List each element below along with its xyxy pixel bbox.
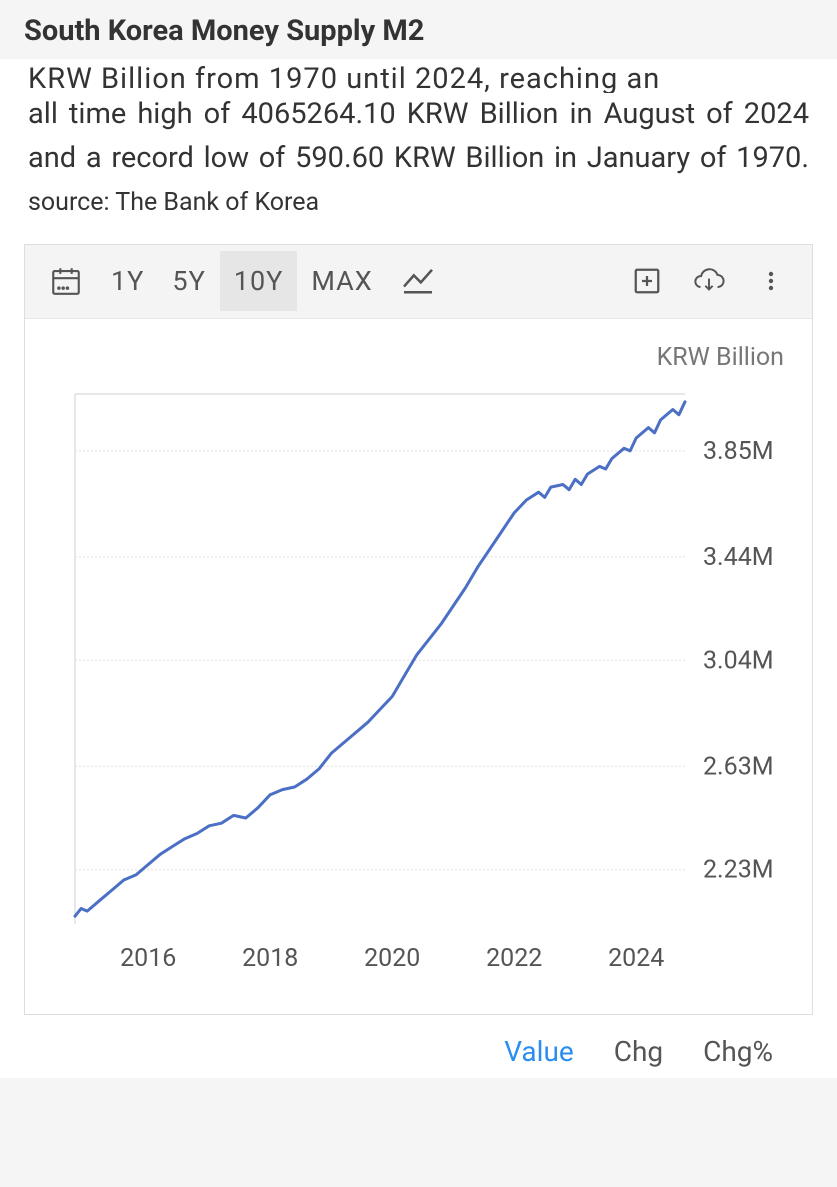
cloud-download-icon [692, 264, 726, 298]
page-title: South Korea Money Supply M2 [24, 14, 813, 48]
chart-section: 1Y 5Y 10Y MAX [0, 244, 837, 1078]
tab-chg[interactable]: Chg [614, 1035, 663, 1068]
chart-svg[interactable]: 2.23M 2.63M 3.04M 3.44M 3.85M 2016 2018 2020 202… [45, 384, 793, 994]
description-partial: KRW Billion from 1970 until 2024, reachi… [28, 59, 809, 93]
description-block: KRW Billion from 1970 until 2024, reachi… [0, 59, 837, 244]
range-5y-button[interactable]: 5Y [158, 251, 219, 311]
svg-text:2018: 2018 [242, 944, 298, 973]
bottom-tabs: Value Chg Chg% [24, 1015, 813, 1078]
range-max-button[interactable]: MAX [297, 251, 386, 311]
svg-text:2.63M: 2.63M [703, 752, 774, 781]
range-1y-button[interactable]: 1Y [97, 251, 158, 311]
svg-text:3.85M: 3.85M [703, 436, 774, 465]
tab-chg-pct[interactable]: Chg% [703, 1035, 773, 1068]
download-button[interactable] [678, 251, 740, 311]
svg-text:2.23M: 2.23M [703, 855, 774, 884]
date-picker-button[interactable] [35, 251, 97, 311]
description-body: all time high of 4065264.10 KRW Billion … [28, 97, 809, 175]
compare-button[interactable] [616, 251, 678, 311]
more-vertical-icon [754, 264, 788, 298]
svg-text:2022: 2022 [486, 944, 542, 973]
svg-text:2024: 2024 [608, 944, 664, 973]
line-chart-icon [401, 264, 435, 298]
chart-type-button[interactable] [387, 251, 449, 311]
chart-box: 1Y 5Y 10Y MAX [24, 244, 813, 1015]
tab-value[interactable]: Value [504, 1035, 574, 1068]
svg-text:2016: 2016 [120, 944, 176, 973]
header-bar: South Korea Money Supply M2 [0, 0, 837, 63]
range-10y-button[interactable]: 10Y [220, 251, 298, 311]
calendar-icon [49, 264, 83, 298]
svg-text:3.04M: 3.04M [703, 646, 774, 675]
chart-unit-label: KRW Billion [45, 339, 792, 384]
more-menu-button[interactable] [740, 251, 802, 311]
description-source: source: The Bank of Korea [28, 188, 319, 217]
svg-text:2020: 2020 [364, 944, 420, 973]
chart-toolbar: 1Y 5Y 10Y MAX [25, 245, 812, 319]
svg-text:3.44M: 3.44M [703, 542, 774, 571]
plus-square-icon [630, 264, 664, 298]
chart-area: KRW Billion 2.23M 2.63M 3.04M 3.44M 3.85M 201… [25, 319, 812, 1014]
